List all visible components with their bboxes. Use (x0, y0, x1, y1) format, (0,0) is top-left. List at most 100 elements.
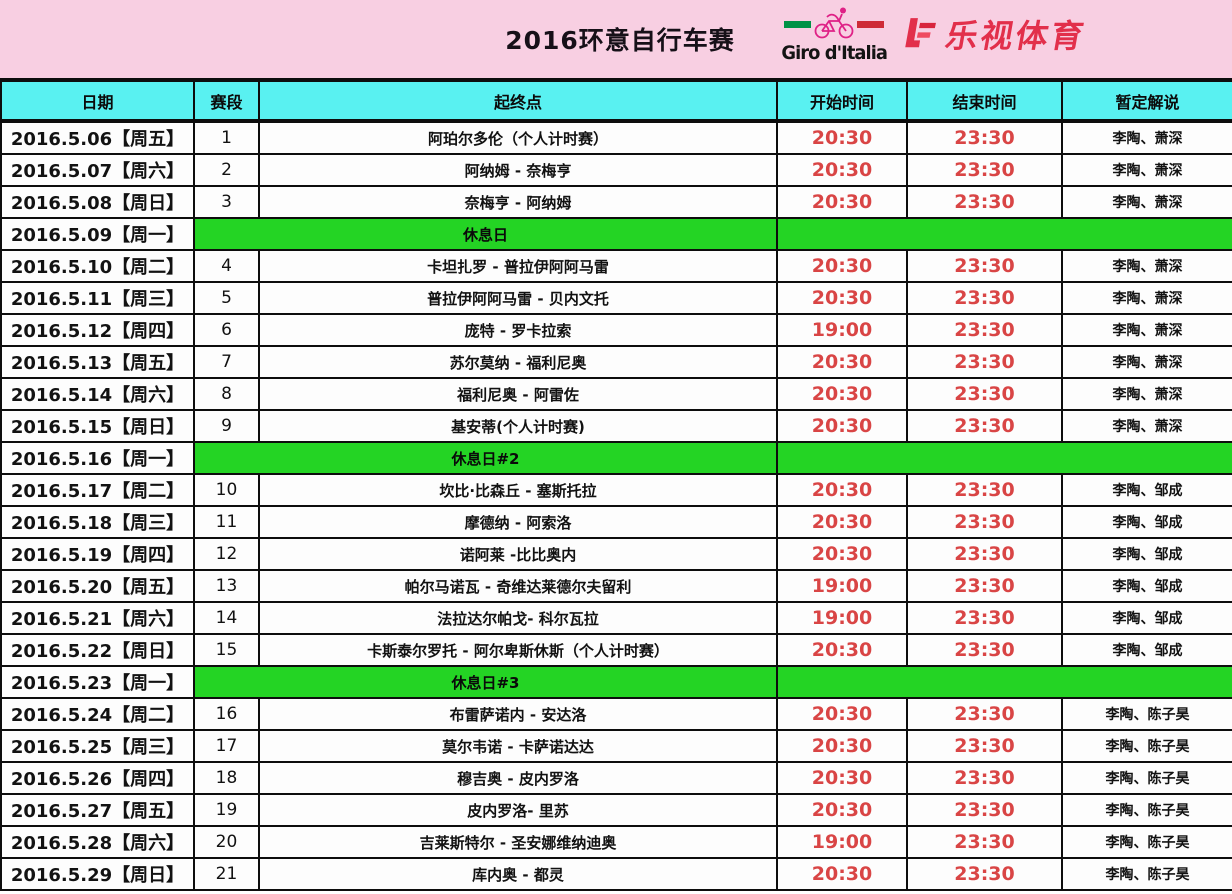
letv-sports-logo: 乐视体育 (901, 13, 1089, 59)
end-time-cell: 23:30 (906, 857, 1063, 891)
commentators-cell: 李陶、陈子昊 (1061, 857, 1232, 891)
start-time-cell: 20:30 (776, 633, 908, 667)
stage-number-cell: 7 (193, 345, 260, 379)
stage-row: 2016.5.10【周二】 4 卡坦扎罗 - 普拉伊阿阿马雷 20:30 23:30 李陶… (0, 249, 1232, 283)
route-cell: 摩德纳 - 阿索洛 (258, 505, 778, 539)
giro-red-bar (857, 20, 884, 28)
schedule-table: 日期 赛段 起终点 开始时间 结束时间 暂定解说 2016.5.06【周五】 1 阿… (0, 78, 1232, 891)
commentators-cell: 李陶、陈子昊 (1061, 729, 1232, 763)
rest-day-row: 2016.5.16【周一】 休息日#2 (0, 441, 1232, 475)
start-time-cell: 20:30 (776, 153, 908, 187)
commentators-cell: 李陶、陈子昊 (1061, 697, 1232, 731)
date-cell: 2016.5.16【周一】 (0, 441, 195, 475)
commentators-cell: 李陶、陈子昊 (1061, 761, 1232, 795)
stage-number-cell: 3 (193, 185, 260, 219)
commentators-cell: 李陶、萧深 (1061, 313, 1232, 347)
route-cell: 坎比·比森丘 - 塞斯托拉 (258, 473, 778, 507)
date-cell: 2016.5.24【周二】 (0, 697, 195, 731)
stage-row: 2016.5.06【周五】 1 阿珀尔多伦（个人计时赛） 20:30 23:30 李陶、萧… (0, 120, 1232, 155)
commentators-cell: 李陶、萧深 (1061, 345, 1232, 379)
commentators-cell: 李陶、萧深 (1061, 409, 1232, 443)
date-cell: 2016.5.19【周四】 (0, 537, 195, 571)
start-time-cell: 20:30 (776, 281, 908, 315)
start-time-cell: 20:30 (776, 729, 908, 763)
date-cell: 2016.5.18【周三】 (0, 505, 195, 539)
route-cell: 诺阿莱 -比比奥内 (258, 537, 778, 571)
stage-number-cell: 2 (193, 153, 260, 187)
rest-day-label: 休息日 (193, 217, 778, 251)
stage-row: 2016.5.21【周六】 14 法拉达尔帕戈- 科尔瓦拉 19:00 23:30 李陶、… (0, 601, 1232, 635)
date-cell: 2016.5.27【周五】 (0, 793, 195, 827)
date-cell: 2016.5.06【周五】 (0, 120, 195, 155)
start-time-cell: 19:00 (776, 825, 908, 859)
start-time-cell: 19:00 (776, 601, 908, 635)
start-time-cell: 20:30 (776, 345, 908, 379)
end-time-cell: 23:30 (906, 120, 1063, 155)
stage-number-cell: 13 (193, 569, 260, 603)
stage-row: 2016.5.25【周三】 17 莫尔韦诺 - 卡萨诺达达 20:30 23:30 李陶、… (0, 729, 1232, 763)
start-time-cell: 20:30 (776, 377, 908, 411)
end-time-cell: 23:30 (906, 409, 1063, 443)
stage-number-cell: 14 (193, 601, 260, 635)
stage-row: 2016.5.28【周六】 20 吉莱斯特尔 - 圣安娜维纳迪奥 19:00 23:30… (0, 825, 1232, 859)
stage-number-cell: 4 (193, 249, 260, 283)
start-time-cell: 20:30 (776, 857, 908, 891)
rest-day-fill (776, 665, 1232, 699)
route-cell: 卡坦扎罗 - 普拉伊阿阿马雷 (258, 249, 778, 283)
stage-row: 2016.5.20【周五】 13 帕尔马诺瓦 - 奇维达莱德尔夫留利 19:00 23:… (0, 569, 1232, 603)
stage-row: 2016.5.29【周日】 21 库内奥 - 都灵 20:30 23:30 李陶、陈子昊 (0, 857, 1232, 891)
date-cell: 2016.5.25【周三】 (0, 729, 195, 763)
stage-row: 2016.5.24【周二】 16 布雷萨诺内 - 安达洛 20:30 23:30 李陶、陈… (0, 697, 1232, 731)
start-time-cell: 20:30 (776, 761, 908, 795)
stage-row: 2016.5.18【周三】 11 摩德纳 - 阿索洛 20:30 23:30 李陶、邹成 (0, 505, 1232, 539)
stage-row: 2016.5.27【周五】 19 皮内罗洛- 里苏 20:30 23:30 李陶、陈子昊 (0, 793, 1232, 827)
rest-day-fill (776, 217, 1232, 251)
stage-number-cell: 19 (193, 793, 260, 827)
stage-row: 2016.5.19【周四】 12 诺阿莱 -比比奥内 20:30 23:30 李陶、邹成 (0, 537, 1232, 571)
start-time-cell: 19:00 (776, 313, 908, 347)
route-cell: 吉莱斯特尔 - 圣安娜维纳迪奥 (258, 825, 778, 859)
start-time-cell: 19:00 (776, 569, 908, 603)
stage-row: 2016.5.15【周日】 9 基安蒂(个人计时赛) 20:30 23:30 李陶、萧深 (0, 409, 1232, 443)
start-time-cell: 20:30 (776, 793, 908, 827)
stage-number-cell: 20 (193, 825, 260, 859)
route-cell: 卡斯泰尔罗托 - 阿尔卑斯休斯（个人计时赛） (258, 633, 778, 667)
stage-number-cell: 5 (193, 281, 260, 315)
end-time-cell: 23:30 (906, 313, 1063, 347)
date-cell: 2016.5.11【周三】 (0, 281, 195, 315)
commentators-cell: 李陶、邹成 (1061, 601, 1232, 635)
end-time-cell: 23:30 (906, 153, 1063, 187)
stage-number-cell: 11 (193, 505, 260, 539)
stage-row: 2016.5.22【周日】 15 卡斯泰尔罗托 - 阿尔卑斯休斯（个人计时赛） 20:… (0, 633, 1232, 667)
end-time-cell: 23:30 (906, 345, 1063, 379)
stage-number-cell: 8 (193, 377, 260, 411)
page-title: 2016环意自行车赛 (505, 26, 735, 55)
route-cell: 阿珀尔多伦（个人计时赛） (258, 120, 778, 155)
route-cell: 皮内罗洛- 里苏 (258, 793, 778, 827)
date-cell: 2016.5.09【周一】 (0, 217, 195, 251)
stage-number-cell: 12 (193, 537, 260, 571)
stage-row: 2016.5.08【周日】 3 奈梅亨 - 阿纳姆 20:30 23:30 李陶、萧深 (0, 185, 1232, 219)
start-time-cell: 20:30 (776, 409, 908, 443)
start-time-cell: 20:30 (776, 120, 908, 155)
route-cell: 布雷萨诺内 - 安达洛 (258, 697, 778, 731)
schedule-body: 2016.5.06【周五】 1 阿珀尔多伦（个人计时赛） 20:30 23:30 李陶、萧… (0, 120, 1232, 891)
route-cell: 普拉伊阿阿马雷 - 贝内文托 (258, 281, 778, 315)
date-cell: 2016.5.14【周六】 (0, 377, 195, 411)
commentators-cell: 李陶、邹成 (1061, 537, 1232, 571)
end-time-cell: 23:30 (906, 825, 1063, 859)
commentators-cell: 李陶、邹成 (1061, 569, 1232, 603)
top-banner: 2016环意自行车赛 Giro d'Italia (0, 0, 1232, 78)
commentators-cell: 李陶、邹成 (1061, 473, 1232, 507)
stage-number-cell: 10 (193, 473, 260, 507)
end-time-cell: 23:30 (906, 281, 1063, 315)
route-cell: 穆吉奥 - 皮内罗洛 (258, 761, 778, 795)
route-cell: 阿纳姆 - 奈梅亨 (258, 153, 778, 187)
start-time-cell: 20:30 (776, 537, 908, 571)
rest-day-label: 休息日#3 (193, 665, 778, 699)
stage-row: 2016.5.07【周六】 2 阿纳姆 - 奈梅亨 20:30 23:30 李陶、萧深 (0, 153, 1232, 187)
stage-row: 2016.5.26【周四】 18 穆吉奥 - 皮内罗洛 20:30 23:30 李陶、陈子… (0, 761, 1232, 795)
date-cell: 2016.5.23【周一】 (0, 665, 195, 699)
route-cell: 帕尔马诺瓦 - 奇维达莱德尔夫留利 (258, 569, 778, 603)
date-cell: 2016.5.15【周日】 (0, 409, 195, 443)
